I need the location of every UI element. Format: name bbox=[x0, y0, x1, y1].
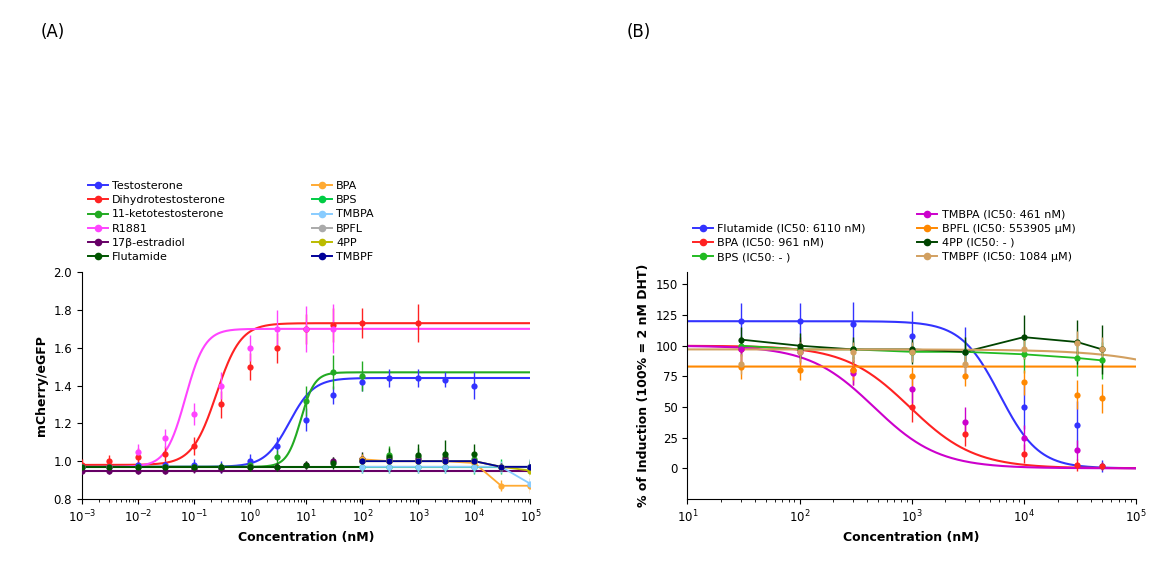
Text: (B): (B) bbox=[626, 23, 651, 41]
Y-axis label: mCherry/eGFP: mCherry/eGFP bbox=[35, 335, 48, 436]
Text: (A): (A) bbox=[41, 23, 66, 41]
X-axis label: Concentration (nM): Concentration (nM) bbox=[843, 531, 980, 544]
X-axis label: Concentration (nM): Concentration (nM) bbox=[238, 531, 375, 544]
Legend: BPA, BPS, TMBPA, BPFL, 4PP, TMBPF: BPA, BPS, TMBPA, BPFL, 4PP, TMBPF bbox=[311, 181, 374, 262]
Legend: TMBPA (IC50: 461 nM), BPFL (IC50: 553905 μM), 4PP (IC50: - ), TMBPF (IC50: 1084 : TMBPA (IC50: 461 nM), BPFL (IC50: 553905… bbox=[917, 209, 1075, 262]
Y-axis label: % of Induction (100% = 2 nM DHT): % of Induction (100% = 2 nM DHT) bbox=[637, 264, 650, 507]
